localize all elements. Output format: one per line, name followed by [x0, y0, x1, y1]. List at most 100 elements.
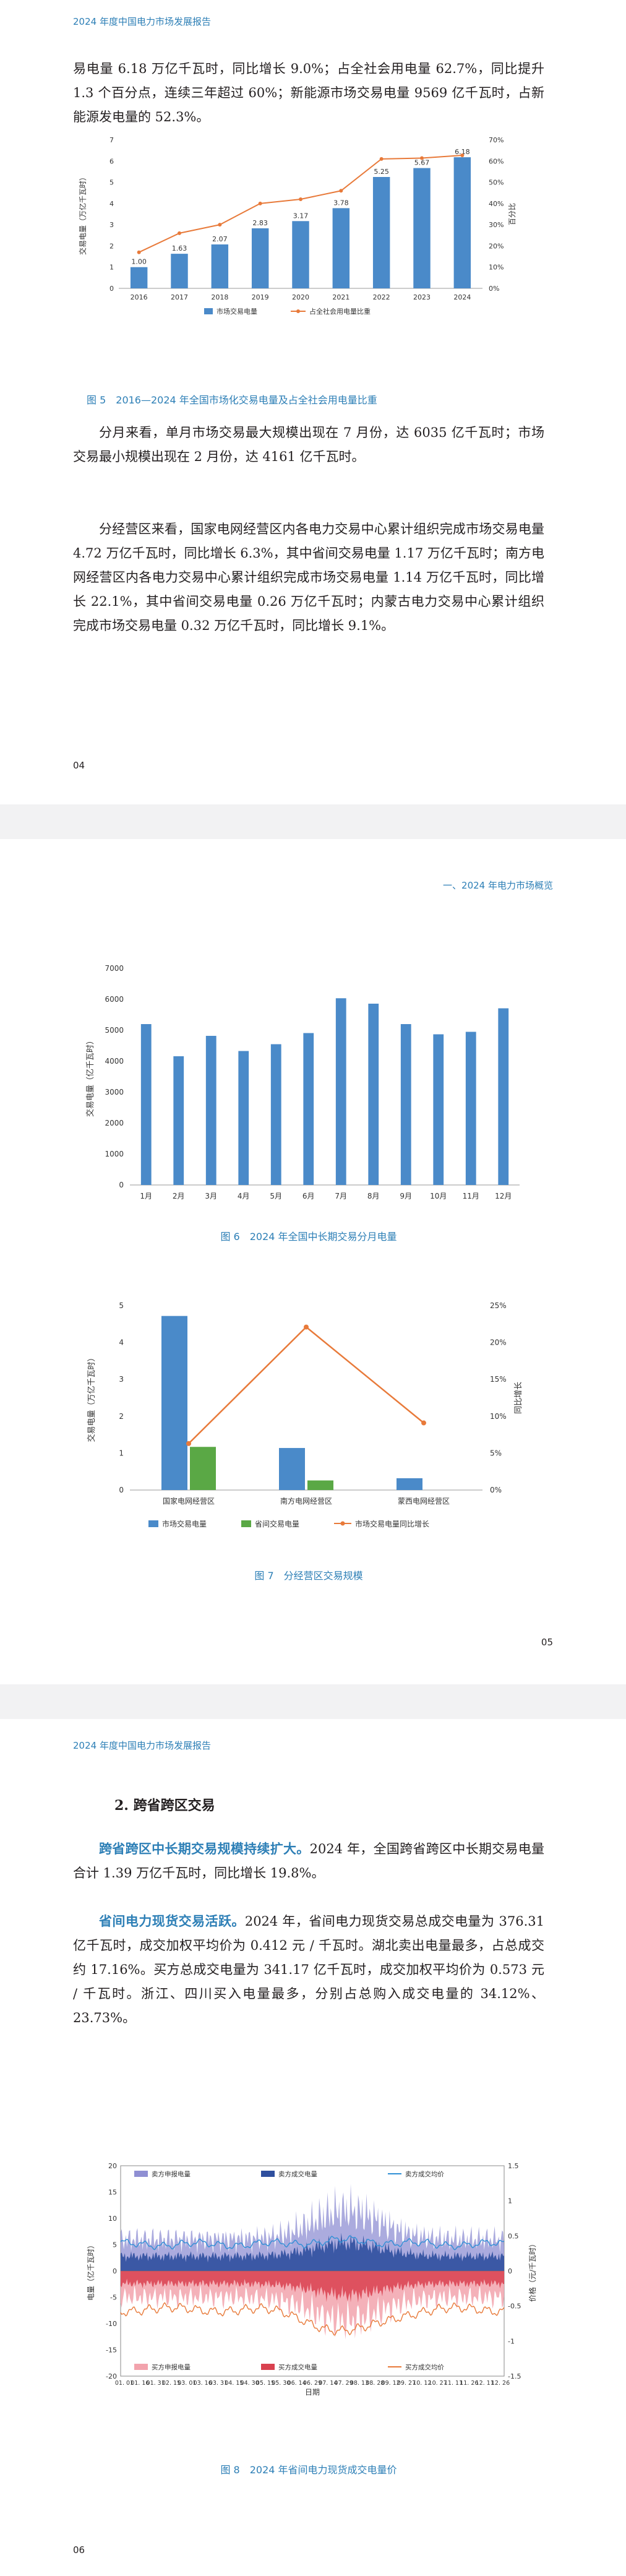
y-axis-label: 交易电量（万亿千瓦时）: [78, 173, 87, 255]
x-tick-label: 2月: [173, 1192, 185, 1200]
y-tick-label: 5: [109, 179, 114, 187]
x-tick-label: 4月: [238, 1192, 250, 1200]
x-tick-label: 2018: [211, 293, 228, 301]
x-tick-label: 7月: [335, 1192, 347, 1200]
paragraph: 易电量 6.18 万亿千瓦时，同比增长 9.0%；占全社会用电量 62.7%，同…: [73, 61, 544, 124]
data-label: 2.07: [212, 235, 228, 243]
x-tick-label: 10. 27: [429, 2380, 447, 2387]
page-separator: [0, 804, 626, 839]
data-label: 3.78: [333, 199, 349, 207]
y2-tick-label: 0.5: [508, 2232, 519, 2240]
legend-swatch: [241, 1520, 251, 1527]
y-tick-label: -10: [106, 2320, 117, 2328]
bar: [433, 1034, 444, 1185]
x-tick-label: 07. 29: [335, 2380, 353, 2387]
bar: [335, 998, 346, 1185]
bar: [368, 1004, 379, 1185]
bar: [130, 267, 148, 288]
legend-swatch: [261, 2171, 275, 2177]
page-number: 05: [541, 1637, 553, 1648]
seller-declared-area: [121, 2184, 504, 2271]
line-point: [178, 231, 181, 235]
region-volume-chart: 0 1 2 3 4 5 0% 5% 10% 15% 20% 25% 交易电量（万亿千瓦时） 同比增长国家电…: [87, 1301, 523, 1528]
legend-label: 市场交易电量: [217, 307, 257, 316]
y2-tick-label: 15%: [490, 1375, 507, 1384]
x-tick-label: 08. 13: [350, 2380, 369, 2387]
legend-label: 卖方成交均价: [405, 2170, 444, 2178]
x-tick-label: 2023: [413, 293, 431, 301]
seller-price-line: [120, 2235, 505, 2251]
x-tick-label: 09. 27: [397, 2380, 416, 2387]
x-tick-label: 9月: [400, 1192, 412, 1200]
legend-label: 卖方申报电量: [152, 2170, 191, 2178]
line-point: [218, 223, 222, 227]
x-tick-label: 1月: [140, 1192, 152, 1200]
bar: [270, 1044, 281, 1185]
bar: [498, 1008, 509, 1185]
data-label: 2.83: [252, 219, 268, 227]
y-tick-label: 6000: [105, 995, 124, 1004]
y2-tick-label: -1: [508, 2337, 515, 2345]
y2-tick-label: 0%: [489, 285, 499, 293]
bar: [251, 228, 269, 288]
page-number: 06: [73, 2544, 85, 2556]
bar: [465, 1032, 476, 1185]
legend-swatch: [134, 2364, 148, 2370]
x-tick-label: 06. 29: [303, 2380, 322, 2387]
x-tick-label: 11. 26: [460, 2380, 478, 2387]
y-axis-label: 电量（亿千瓦时）: [86, 2241, 95, 2301]
data-label: 5.67: [414, 159, 430, 167]
x-tick-label: 10月: [430, 1192, 447, 1200]
x-tick-label: 12. 11: [476, 2380, 494, 2387]
x-tick-label: 2017: [171, 293, 188, 301]
bar: [372, 177, 390, 288]
data-label: 1.63: [172, 244, 187, 252]
x-tick-label: 2019: [252, 293, 269, 301]
y-tick-label: 1: [109, 264, 114, 272]
y-axis-label: 交易电量（亿千瓦时）: [85, 1036, 95, 1117]
y-tick-label: 4000: [105, 1057, 124, 1066]
x-tick-label: 11. 11: [444, 2380, 463, 2387]
y2-tick-label: 10%: [490, 1412, 507, 1421]
page-header: 2024 年度中国电力市场发展报告: [73, 1740, 211, 1751]
y-tick-label: 7: [109, 136, 114, 144]
line-point: [460, 153, 465, 158]
bar: [453, 157, 471, 288]
x-tick-label: 07. 14: [319, 2380, 337, 2387]
bar: [303, 1033, 314, 1185]
page-header: 一、2024 年电力市场概览: [443, 880, 553, 891]
y-tick-label: 0: [109, 285, 114, 293]
x-tick-label: 3月: [205, 1192, 217, 1200]
x-tick-label: 09. 12: [382, 2380, 400, 2387]
bar: [205, 1036, 217, 1185]
y-tick-label: 3000: [105, 1088, 124, 1096]
data-label: 5.25: [374, 168, 389, 176]
data-label: 1.00: [131, 258, 147, 266]
legend-swatch: [261, 2364, 275, 2370]
x-tick-label: 2024: [453, 293, 471, 301]
line-point: [379, 157, 384, 161]
bar: [171, 254, 188, 288]
y2-tick-label: 50%: [489, 179, 504, 187]
bar: [400, 1024, 411, 1185]
y2-tick-label: 70%: [489, 136, 504, 144]
paragraph: 省间电力现货交易活跃。2024 年，省间电力现货交易总成交电量为 376.31 …: [73, 1909, 544, 2030]
x-tick-label: 10. 12: [413, 2380, 431, 2387]
page-header: 2024 年度中国电力市场发展报告: [73, 16, 211, 27]
line-point: [186, 1441, 191, 1446]
legend-label: 卖方成交电量: [278, 2170, 317, 2178]
line-point: [258, 201, 262, 205]
highlight-phrase: 省间电力现货交易活跃。: [99, 1913, 245, 1929]
spot-trading-chart: 20 15 10 5 0 -5 -10 -15 -20 1.5 1 0.5 0 -0.5 -1 -1.5 电量（…: [86, 2162, 537, 2397]
buyer-traded-area: [121, 2271, 504, 2303]
y-tick-label: 1000: [105, 1150, 124, 1158]
y2-axis-label: 百分比: [508, 203, 517, 225]
bar: [211, 244, 229, 288]
y2-axis-label: 价格（元/千瓦时）: [528, 2240, 537, 2302]
bar: [238, 1051, 249, 1185]
y2-tick-label: 25%: [490, 1301, 507, 1310]
x-tick-label: 06. 14: [288, 2380, 306, 2387]
x-tick-label: 南方电网经营区: [280, 1496, 332, 1506]
y-tick-label: 10: [108, 2215, 117, 2223]
x-tick-label: 国家电网经营区: [163, 1496, 215, 1506]
